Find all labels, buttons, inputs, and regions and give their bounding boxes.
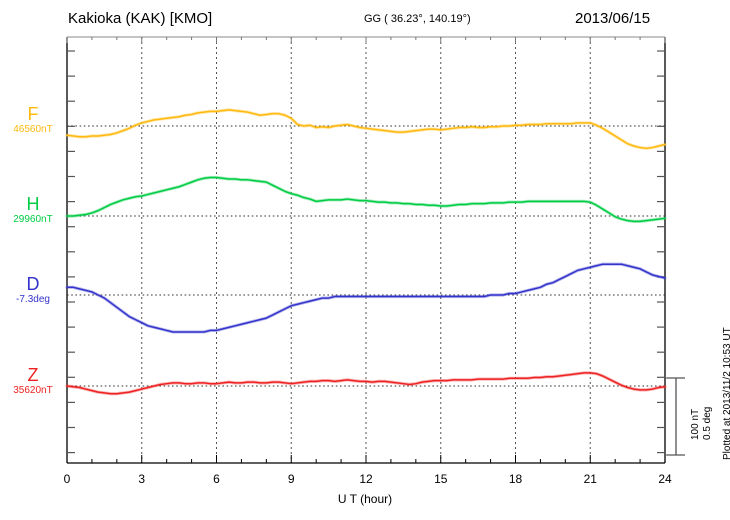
component-baseline-d: -7.3deg: [16, 294, 50, 305]
x-tick-label: 0: [63, 472, 71, 486]
grid-lines: [141, 37, 591, 463]
component-letter-z: Z: [27, 365, 39, 385]
component-label-d: D -7.3deg: [2, 275, 64, 307]
axis-ticks: [66, 37, 666, 463]
x-tick-label: 18: [508, 472, 523, 486]
component-baseline-h: 29960nT: [13, 214, 53, 225]
x-tick-label: 6: [213, 472, 220, 486]
station-title: Kakioka (KAK) [KMO]: [68, 10, 213, 27]
component-baseline-f: 46560nT: [13, 124, 53, 135]
component-letter-d: D: [26, 274, 40, 294]
x-tick-label: 12: [359, 472, 373, 486]
scale-bar-deg-label: 0.5 deg: [702, 406, 713, 440]
x-tick-label: 3: [138, 472, 146, 486]
component-label-h: H 29960nT: [2, 195, 64, 227]
scale-bar-nt-label: 100 nT: [690, 408, 701, 440]
x-tick-label: 24: [658, 472, 672, 486]
x-tick-label: 21: [583, 472, 597, 486]
component-letter-f: F: [27, 104, 39, 124]
observation-date: 2013/06/15: [575, 10, 651, 27]
x-axis-title: U T (hour): [337, 492, 393, 506]
component-label-z: Z 35620nT: [2, 366, 64, 398]
component-traces: [65, 108, 667, 396]
component-baselines: [67, 125, 665, 387]
plot-frame: [66, 36, 666, 464]
component-baseline-z: 35620nT: [13, 385, 53, 396]
component-label-f: F 46560nT: [2, 105, 64, 137]
x-tick-label: 9: [287, 472, 295, 486]
geographic-coordinates: GG ( 36.23°, 140.19°): [364, 13, 471, 25]
x-tick-label: 15: [434, 472, 448, 486]
plotted-at-timestamp: Plotted at 2013/11/2 10:53 UT: [722, 327, 730, 460]
component-letter-h: H: [26, 194, 40, 214]
scale-bar: [665, 377, 685, 456]
